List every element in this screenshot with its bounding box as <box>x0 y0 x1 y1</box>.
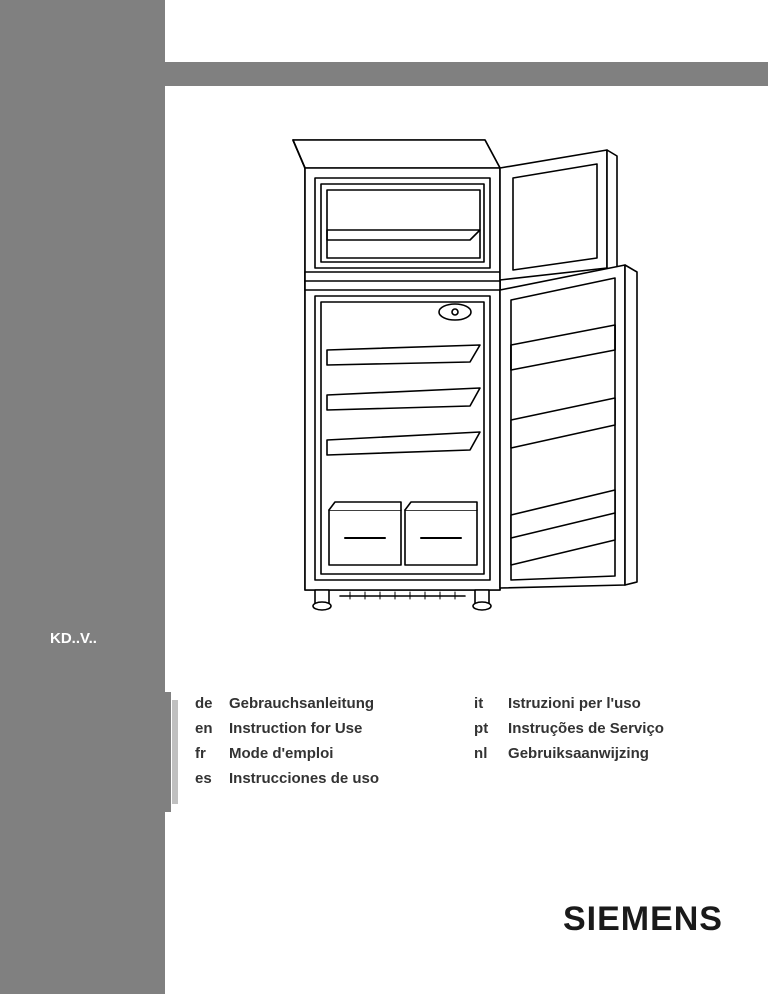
lang-label: Gebruiksaanwijzing <box>508 745 649 762</box>
lang-code: nl <box>474 745 498 762</box>
lang-row: de Gebrauchsanleitung <box>195 695 379 712</box>
accent-bar <box>165 692 171 812</box>
lang-label: Mode d'emploi <box>229 745 333 762</box>
lang-code: es <box>195 770 219 787</box>
lang-row: it Istruzioni per l'uso <box>474 695 664 712</box>
language-column-left: de Gebrauchsanleitung en Instruction for U… <box>195 695 379 787</box>
lang-label: Istruzioni per l'uso <box>508 695 641 712</box>
lang-code: en <box>195 720 219 737</box>
lang-label: Instruções de Serviço <box>508 720 664 737</box>
language-column-right: it Istruzioni per l'uso pt Instruções de S… <box>474 695 664 787</box>
lang-code: pt <box>474 720 498 737</box>
lang-row: en Instruction for Use <box>195 720 379 737</box>
lang-row: nl Gebruiksaanwijzing <box>474 745 664 762</box>
language-list: de Gebrauchsanleitung en Instruction for U… <box>195 695 664 787</box>
brand-logo: SIEMENS <box>563 900 723 939</box>
accent-bar-inner <box>172 700 178 804</box>
lang-label: Instruction for Use <box>229 720 362 737</box>
lang-label: Gebrauchsanleitung <box>229 695 374 712</box>
model-label: KD..V.. <box>50 630 97 647</box>
lang-label: Instrucciones de uso <box>229 770 379 787</box>
lang-row: fr Mode d'emploi <box>195 745 379 762</box>
lang-row: pt Instruções de Serviço <box>474 720 664 737</box>
topbar-block <box>165 62 768 86</box>
sidebar-block <box>0 0 165 994</box>
lang-code: it <box>474 695 498 712</box>
lang-code: de <box>195 695 219 712</box>
fridge-illustration <box>255 120 695 640</box>
lang-row: es Instrucciones de uso <box>195 770 379 787</box>
lang-code: fr <box>195 745 219 762</box>
